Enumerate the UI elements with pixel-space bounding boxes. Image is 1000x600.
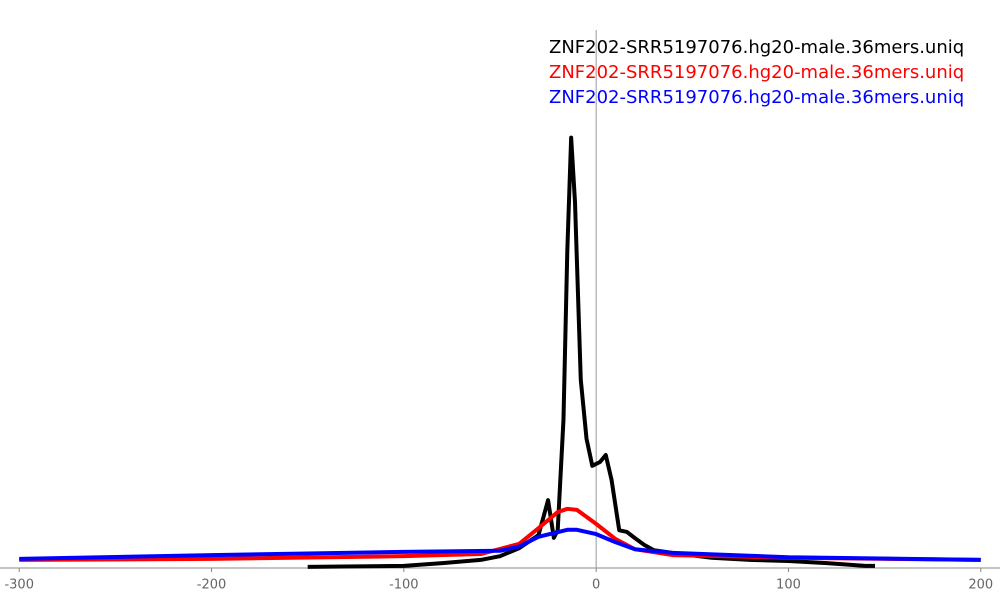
x-tick-label: 0 (592, 578, 600, 593)
x-tick-label: -100 (389, 578, 419, 593)
legend-entry: ZNF202-SRR5197076.hg20-male.36mers.uniq (549, 37, 964, 58)
x-tick-label: -300 (4, 578, 34, 593)
legend-entry: ZNF202-SRR5197076.hg20-male.36mers.uniq (549, 62, 964, 83)
x-tick-label: 200 (968, 578, 993, 593)
legend-entry: ZNF202-SRR5197076.hg20-male.36mers.uniq (549, 87, 964, 108)
x-tick-label: -200 (197, 578, 227, 593)
x-tick-label: 100 (776, 578, 801, 593)
data-line (19, 527, 981, 562)
data-line (307, 135, 875, 569)
